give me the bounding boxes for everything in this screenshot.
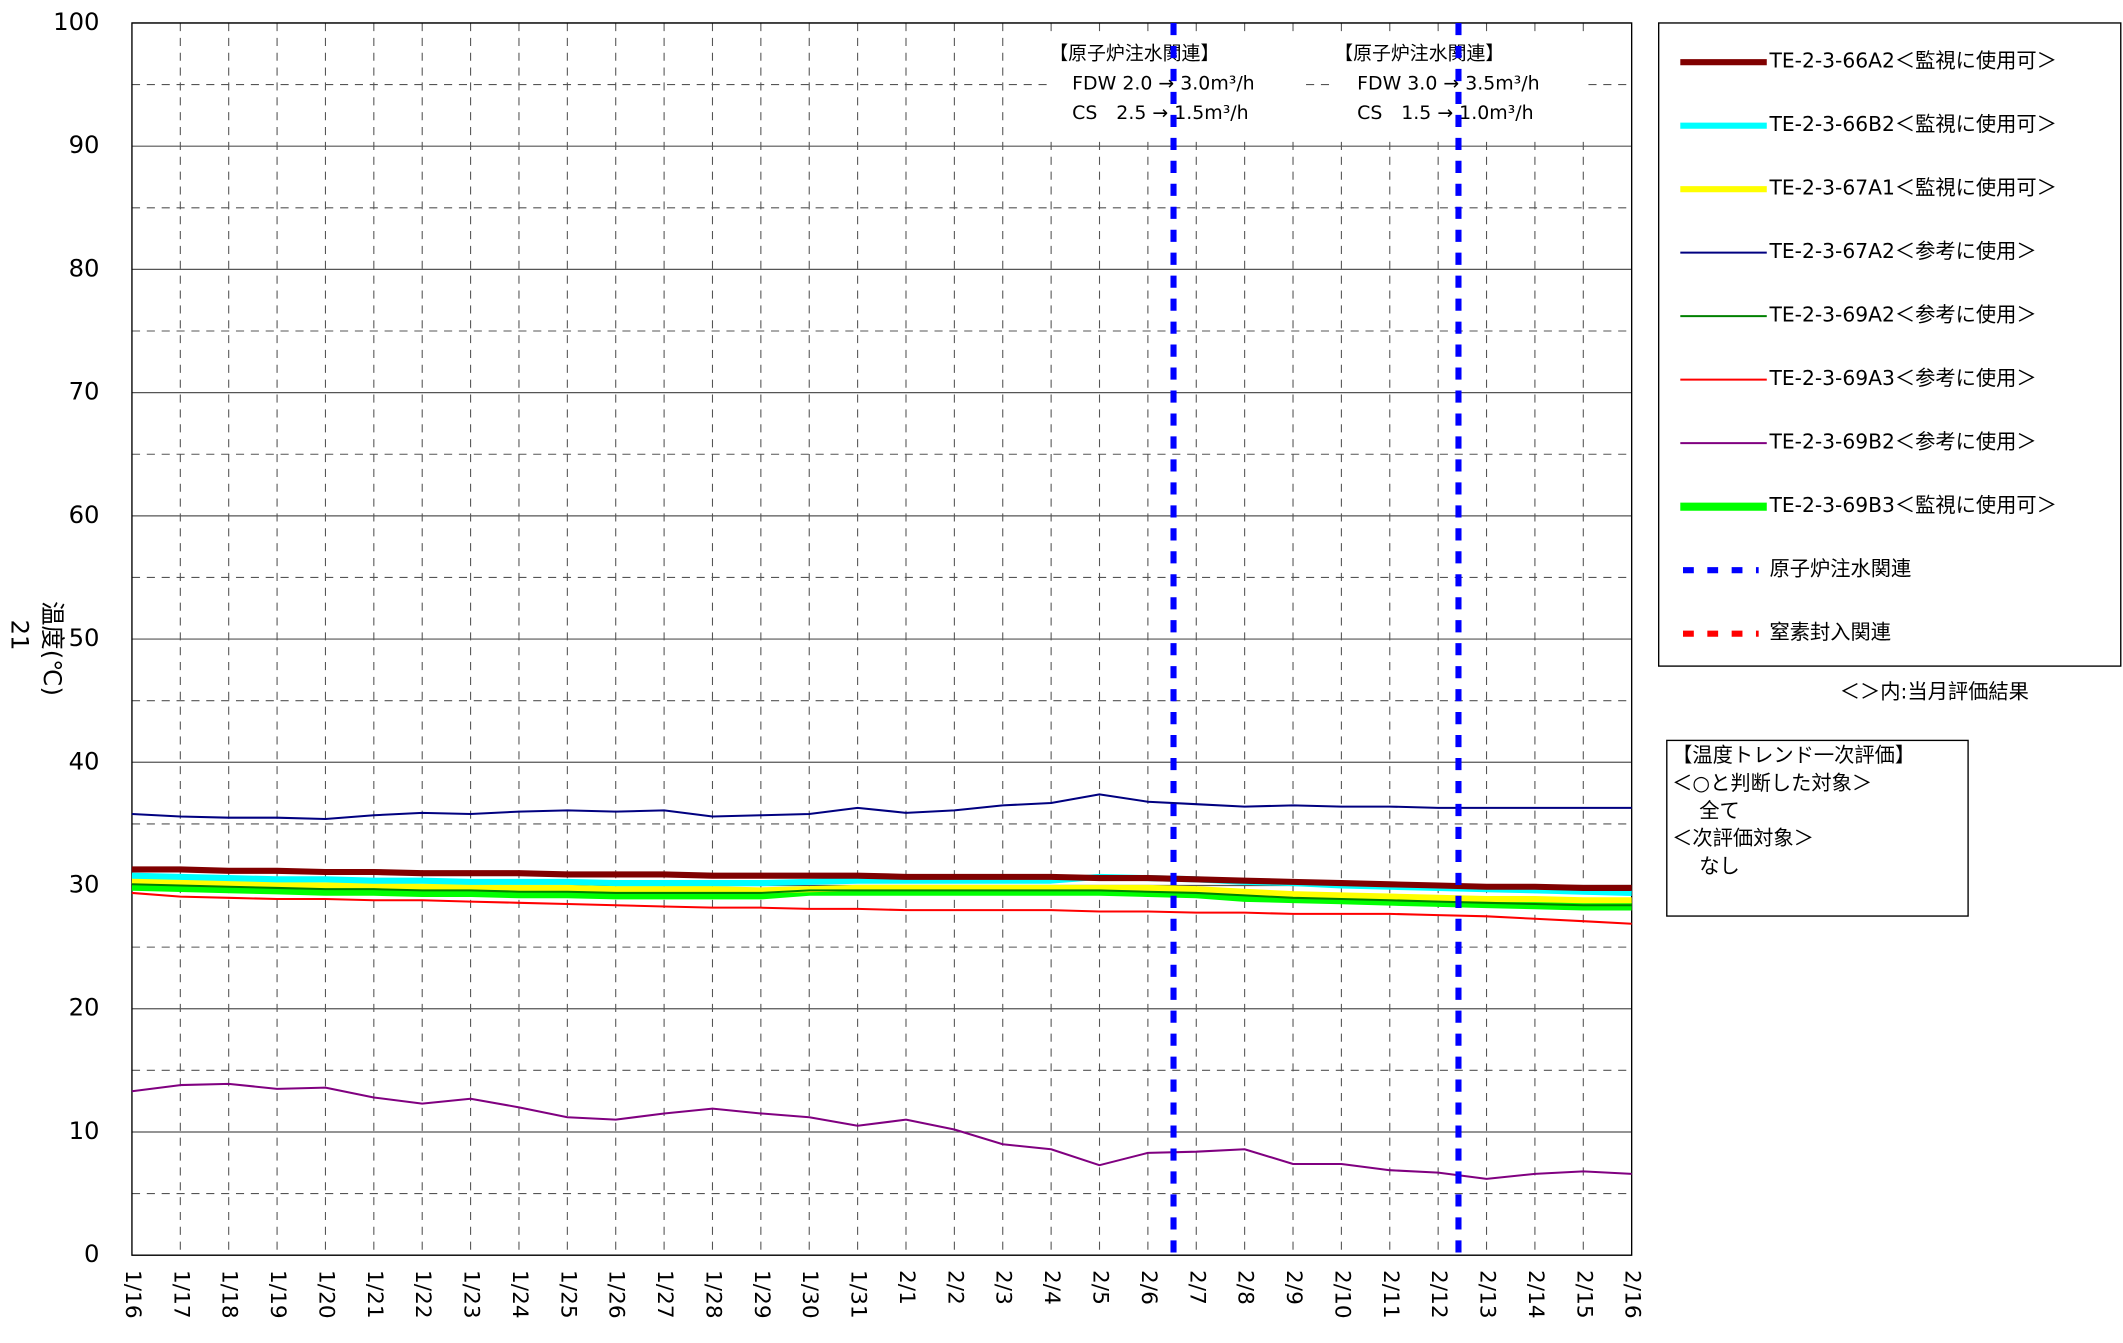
- x-tick-label: 1/22: [410, 1270, 435, 1319]
- x-tick-label: 1/31: [846, 1270, 871, 1319]
- annotation-text: 【原子炉注水関連】: [1049, 43, 1219, 65]
- legend-label: 窒素封入関連: [1769, 620, 1891, 644]
- x-tick-label: 2/9: [1281, 1270, 1306, 1305]
- series-line: [131, 883, 1632, 907]
- plot-frame: [131, 22, 1633, 1256]
- series-line: [131, 866, 1632, 891]
- y-axis-label: 温度(℃): [38, 601, 67, 696]
- y-tick-label: 90: [69, 130, 100, 159]
- x-tick-label: 1/16: [120, 1270, 145, 1319]
- x-tick-label: 2/4: [1039, 1270, 1064, 1305]
- series-line: [131, 877, 1632, 904]
- annotation-text: CS 2.5 → 1.5m³/h: [1072, 102, 1248, 124]
- series-line: [131, 891, 1632, 925]
- x-tick-label: 2/12: [1426, 1270, 1451, 1319]
- x-tick-label: 2/13: [1475, 1270, 1500, 1319]
- x-tick-label: 1/29: [749, 1270, 774, 1319]
- legend-label: TE-2-3-69A2＜参考に使用＞: [1768, 303, 2036, 327]
- x-tick-label: 1/26: [604, 1270, 629, 1319]
- evaluation-text: 全て: [1699, 799, 1740, 823]
- x-tick-label: 2/14: [1523, 1270, 1548, 1319]
- y-tick-label: 0: [84, 1239, 99, 1268]
- evaluation-text: ＜○と判断した対象＞: [1672, 771, 1872, 795]
- x-tick-label: 2/2: [942, 1270, 967, 1305]
- legend-label: TE-2-3-67A2＜参考に使用＞: [1768, 239, 2036, 263]
- series-line: [131, 882, 1632, 911]
- x-tick-label: 2/7: [1184, 1270, 1209, 1305]
- legend-note: ＜＞内:当月評価結果: [1840, 680, 2029, 704]
- x-tick-label: 1/20: [313, 1270, 338, 1319]
- x-tick-label: 2/11: [1378, 1270, 1403, 1319]
- legend-box: [1658, 22, 2122, 667]
- y-tick-label: 10: [69, 1116, 100, 1145]
- x-tick-label: 1/17: [168, 1270, 193, 1319]
- x-tick-label: 1/21: [362, 1270, 387, 1319]
- x-tick-label: 1/18: [217, 1270, 242, 1319]
- y-tick-label: 100: [53, 7, 99, 36]
- series-line: [131, 793, 1632, 821]
- x-tick-label: 2/5: [1088, 1270, 1113, 1305]
- y-tick-label: 70: [69, 377, 100, 406]
- x-tick-label: 2/1: [894, 1270, 919, 1305]
- x-tick-label: 2/15: [1571, 1270, 1596, 1319]
- y-tick-label: 50: [69, 623, 100, 652]
- x-tick-label: 2/3: [991, 1270, 1016, 1305]
- x-tick-label: 2/8: [1233, 1270, 1258, 1305]
- x-tick-label: 1/23: [459, 1270, 484, 1319]
- y-tick-label: 20: [69, 993, 100, 1022]
- annotation-text: 【原子炉注水関連】: [1334, 43, 1504, 65]
- evaluation-box: [1666, 739, 1969, 917]
- evaluation-text: なし: [1699, 854, 1740, 878]
- evaluation-text: ＜次評価対象＞: [1672, 826, 1814, 850]
- x-tick-label: 1/19: [265, 1270, 290, 1319]
- legend-label: 原子炉注水関連: [1769, 557, 1911, 581]
- evaluation-text: 【温度トレンド一次評価】: [1672, 743, 1915, 767]
- x-tick-label: 2/6: [1136, 1270, 1161, 1305]
- x-tick-label: 2/16: [1620, 1270, 1645, 1319]
- legend-label: TE-2-3-69B2＜参考に使用＞: [1768, 430, 2036, 454]
- legend-label: TE-2-3-69A3＜参考に使用＞: [1768, 366, 2036, 390]
- legend-label: TE-2-3-66A2＜監視に使用可＞: [1768, 49, 2056, 73]
- y-tick-label: 80: [69, 253, 100, 282]
- legend-label: TE-2-3-69B3＜監視に使用可＞: [1768, 493, 2056, 517]
- annotation-text: CS 1.5 → 1.0m³/h: [1357, 102, 1533, 124]
- legend-label: TE-2-3-66B2＜監視に使用可＞: [1768, 112, 2056, 136]
- y-tick-label: 60: [69, 500, 100, 529]
- annotation-text: FDW 2.0 → 3.0m³/h: [1072, 72, 1254, 94]
- x-tick-label: 1/27: [652, 1270, 677, 1319]
- legend-label: TE-2-3-67A1＜監視に使用可＞: [1768, 176, 2056, 200]
- x-tick-label: 1/25: [555, 1270, 580, 1319]
- x-tick-label: 1/24: [507, 1270, 532, 1319]
- page-number: 21: [5, 620, 34, 651]
- series-line: [131, 1082, 1632, 1180]
- x-tick-label: 2/10: [1329, 1270, 1354, 1319]
- x-tick-label: 1/28: [700, 1270, 725, 1319]
- annotation-text: FDW 3.0 → 3.5m³/h: [1357, 72, 1539, 94]
- y-tick-label: 30: [69, 870, 100, 899]
- y-tick-label: 40: [69, 746, 100, 775]
- x-tick-label: 1/30: [797, 1270, 822, 1319]
